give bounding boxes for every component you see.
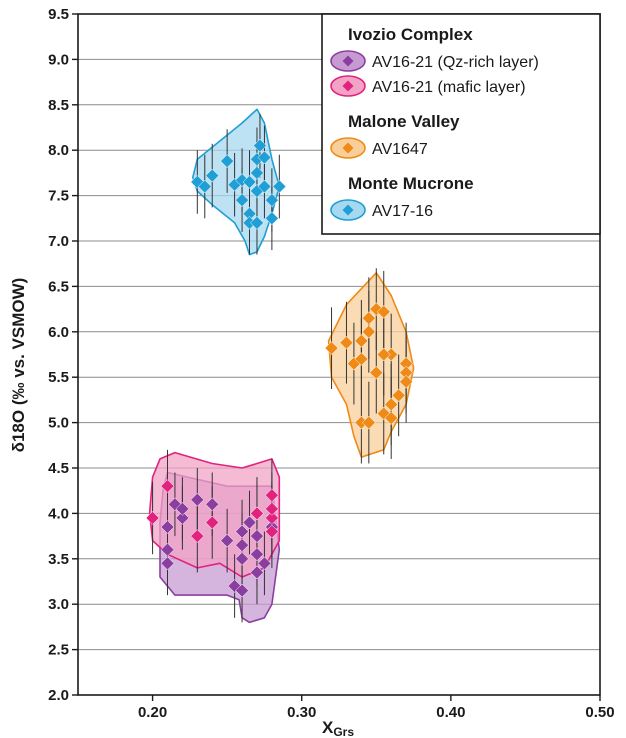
data-point	[391, 388, 406, 403]
legend-entry-label: AV17-16	[372, 203, 433, 220]
data-point	[235, 524, 249, 539]
data-point	[354, 334, 369, 348]
y-tick-label: 3.0	[48, 596, 69, 613]
y-tick-label: 7.5	[48, 188, 69, 205]
legend: Ivozio Complex AV16-21 (Qz-rich layer) AV1…	[321, 13, 601, 235]
x-tick-label: 0.40	[436, 704, 465, 721]
data-point	[361, 311, 376, 326]
data-point	[361, 324, 376, 339]
data-point	[220, 154, 234, 168]
data-point	[272, 179, 287, 194]
x-tick-label: 0.30	[287, 704, 316, 721]
data-point	[354, 352, 369, 366]
x-axis-title-sub: Grs	[333, 725, 354, 738]
data-point	[242, 515, 257, 530]
data-point	[250, 529, 264, 543]
data-point	[324, 341, 339, 355]
y-tick-label: 8.5	[48, 97, 69, 114]
y-tick-label: 9.5	[48, 6, 69, 23]
data-point	[265, 488, 279, 503]
y-tick-label: 7.0	[48, 233, 69, 250]
data-point	[205, 515, 220, 530]
y-tick-label: 2.5	[48, 642, 69, 659]
data-point	[265, 502, 279, 516]
data-point	[235, 583, 249, 598]
y-axis-title: δ18O (‰ vs. VSMOW)	[9, 278, 28, 453]
data-point	[205, 168, 220, 183]
data-point	[257, 150, 272, 165]
data-point	[250, 166, 264, 180]
x-tick-label: 0.50	[585, 704, 614, 721]
data-point	[175, 511, 190, 525]
x-axis-title-main: X	[322, 718, 334, 737]
y-tick-label: 4.0	[48, 505, 69, 522]
data-point	[145, 511, 160, 525]
data-point	[265, 511, 279, 525]
data-point	[190, 529, 205, 543]
data-point	[339, 335, 354, 350]
data-point	[257, 179, 272, 194]
data-point	[160, 520, 175, 534]
data-point	[160, 556, 175, 571]
x-axis-ticks: 0.20 0.30 0.40 0.50	[138, 695, 615, 721]
y-axis-ticks: 2.0 2.5 3.0 3.5 4.0 4.5 5.0 5.5 6.0 6.5 7.0 7.5 8.0 8…	[48, 6, 78, 704]
y-tick-label: 5.0	[48, 415, 69, 432]
x-axis-title: XGrs	[322, 718, 354, 738]
data-point	[242, 175, 257, 189]
data-point	[205, 497, 220, 512]
data-point	[235, 551, 249, 566]
y-tick-label: 9.0	[48, 51, 69, 68]
y-tick-label: 6.0	[48, 324, 69, 341]
legend-group-title: Monte Mucrone	[348, 174, 474, 193]
legend-marker	[342, 204, 354, 216]
data-point	[250, 506, 264, 521]
legend-box	[321, 13, 601, 235]
data-point	[369, 365, 384, 380]
data-points	[145, 138, 413, 598]
data-point	[265, 193, 279, 207]
legend-marker	[342, 80, 354, 92]
data-point	[376, 347, 391, 362]
data-point	[175, 502, 190, 516]
legend-entry-label: AV1647	[372, 141, 428, 158]
data-point	[265, 211, 279, 226]
data-point	[257, 556, 272, 571]
legend-entry-label: AV16-21 (Qz-rich layer)	[372, 54, 539, 71]
legend-marker	[342, 55, 354, 67]
data-point	[384, 397, 399, 412]
data-point	[160, 542, 175, 557]
y-tick-label: 8.0	[48, 142, 69, 159]
x-tick-label: 0.20	[138, 704, 167, 721]
data-point	[220, 533, 234, 548]
data-point	[190, 492, 205, 507]
data-point	[197, 179, 212, 194]
y-tick-label: 5.5	[48, 369, 69, 386]
data-point	[265, 524, 279, 539]
data-point	[235, 193, 249, 207]
y-tick-label: 2.0	[48, 687, 69, 704]
data-point	[253, 138, 267, 153]
data-point	[384, 411, 399, 425]
data-point	[160, 479, 175, 494]
data-point	[250, 215, 264, 230]
data-point	[361, 415, 376, 430]
y-tick-label: 3.5	[48, 551, 69, 568]
data-point	[235, 538, 249, 553]
data-point	[250, 565, 264, 580]
series-envelope	[327, 271, 415, 458]
legend-marker	[342, 142, 354, 154]
data-point	[250, 547, 264, 562]
legend-group-title: Malone Valley	[348, 112, 460, 131]
data-point	[376, 304, 391, 319]
legend-entry-label: AV16-21 (mafic layer)	[372, 79, 526, 96]
legend-group-title: Ivozio Complex	[348, 25, 473, 44]
y-tick-label: 4.5	[48, 460, 69, 477]
y-tick-label: 6.5	[48, 278, 69, 295]
data-point	[399, 374, 413, 389]
